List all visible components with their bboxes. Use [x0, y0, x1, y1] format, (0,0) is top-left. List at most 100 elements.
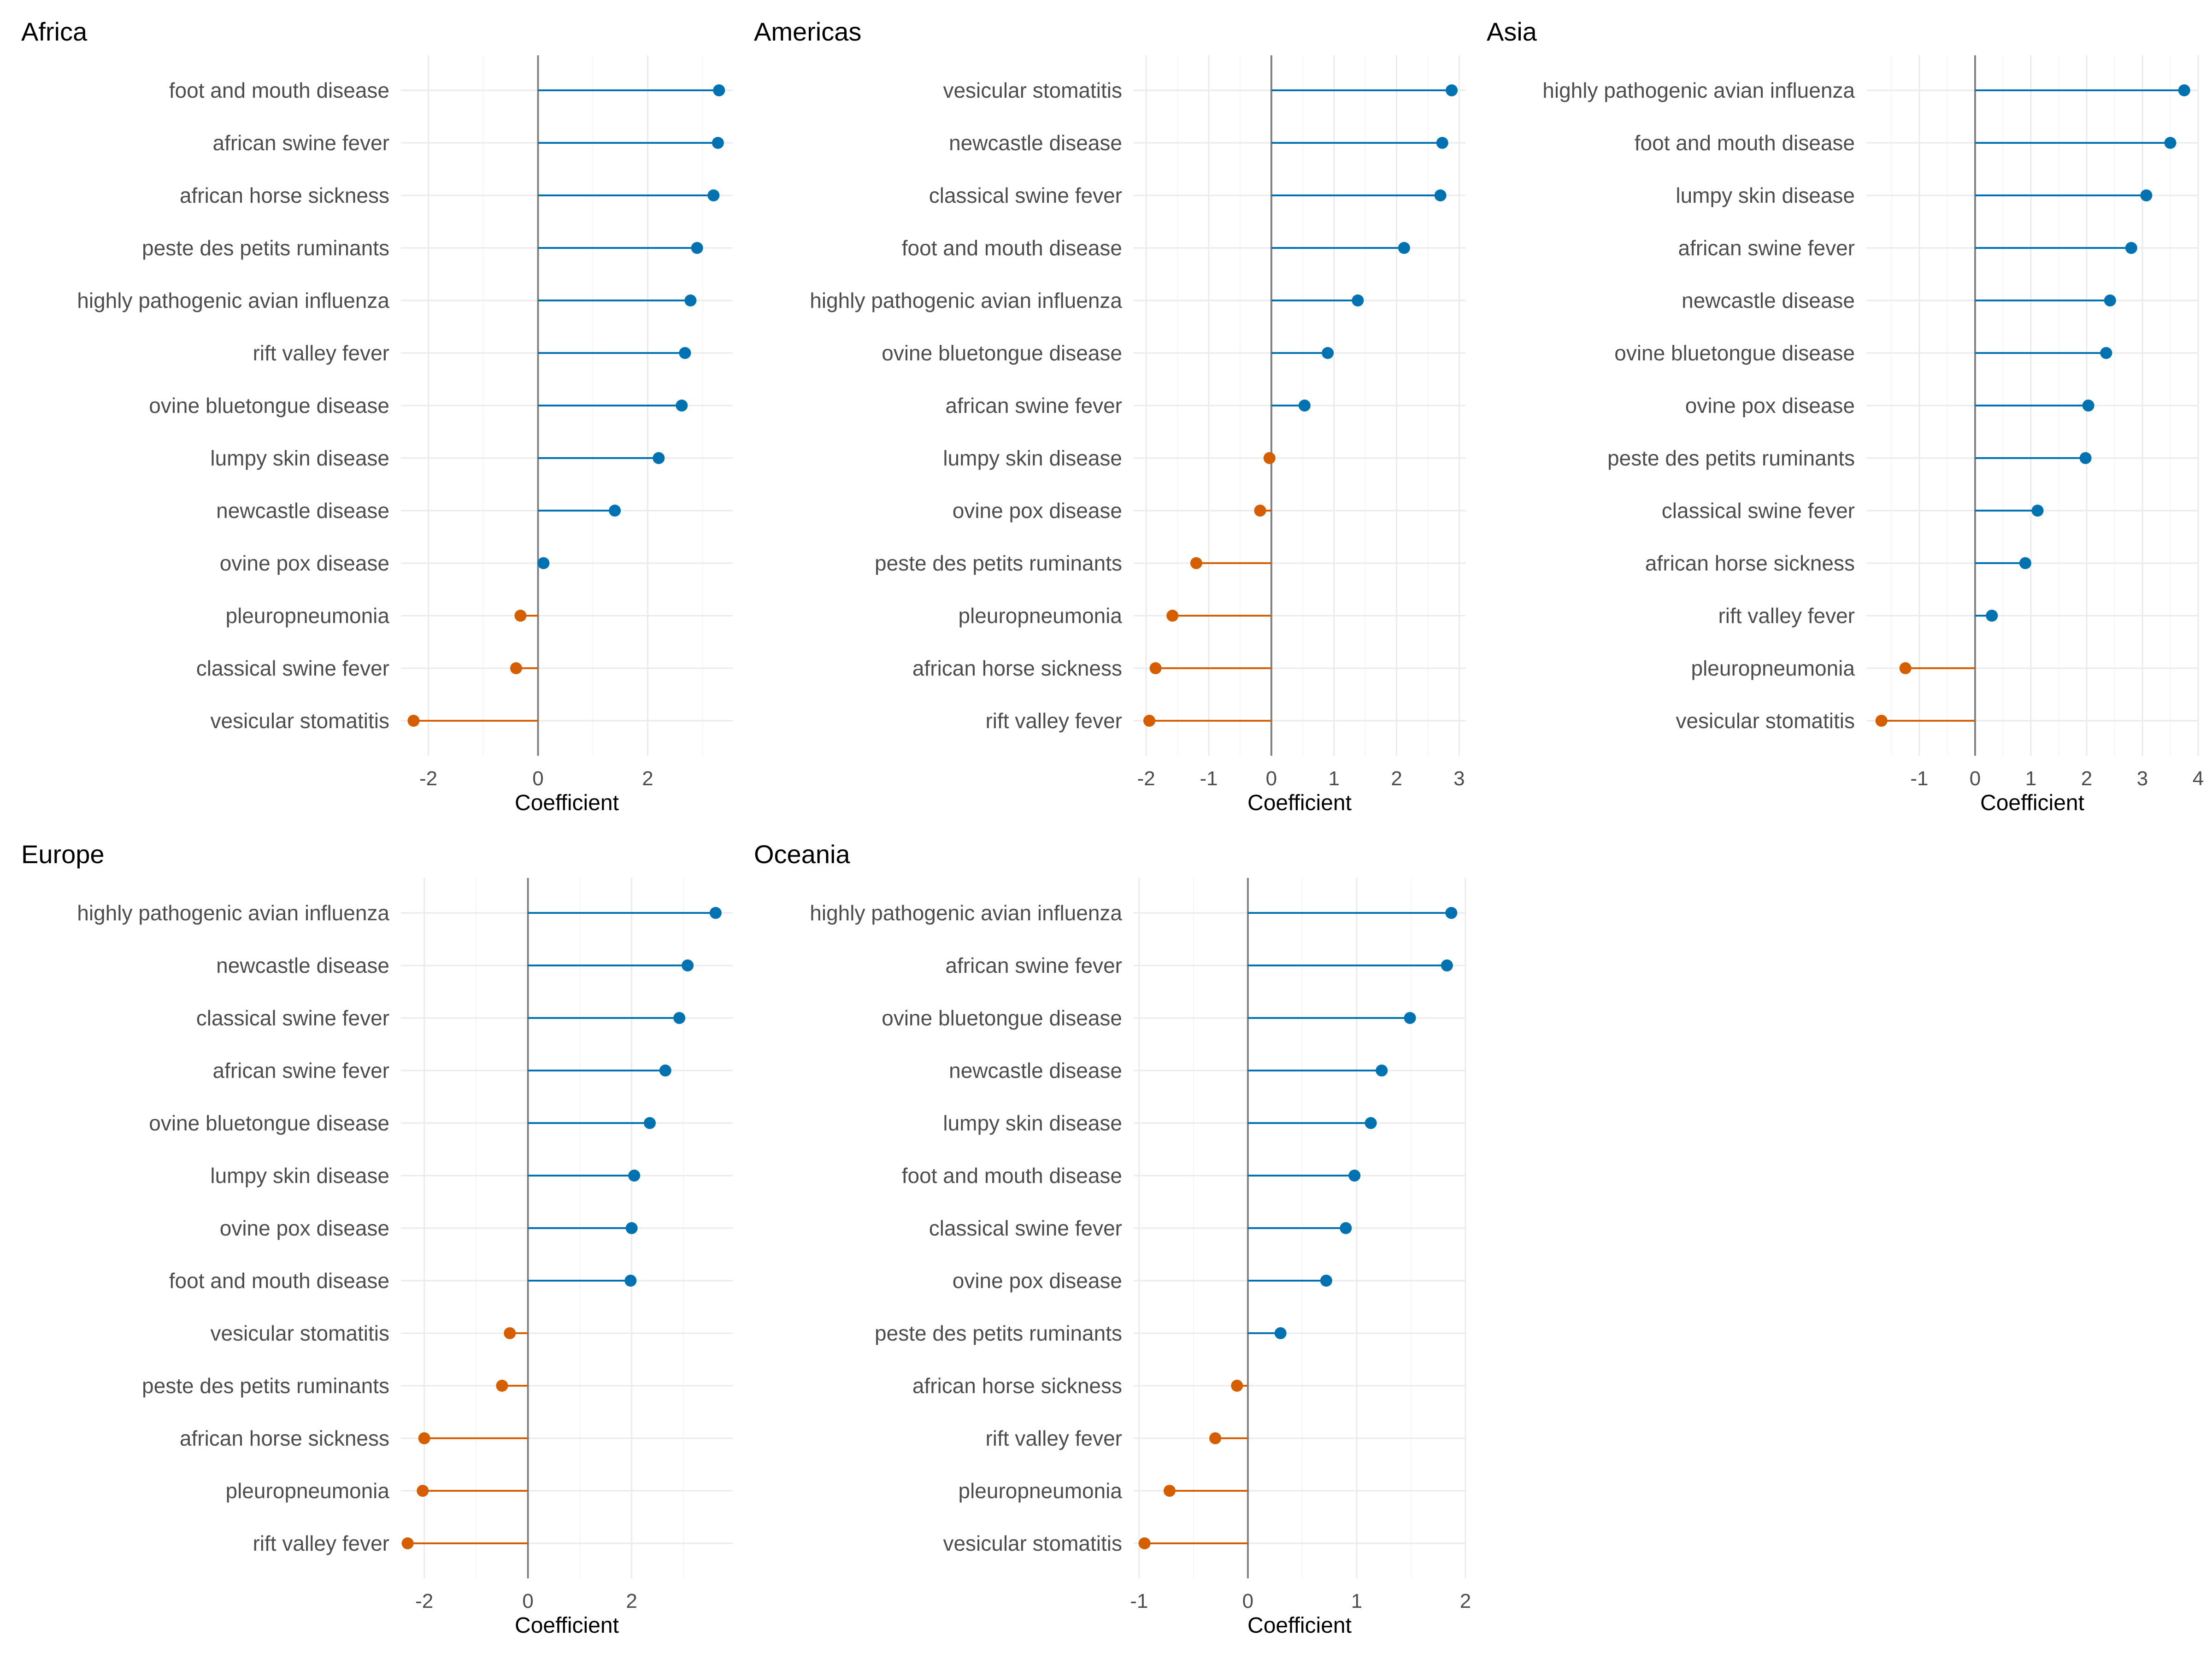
- lollipop-point: [2031, 505, 2044, 517]
- category-label: newcastle disease: [216, 499, 389, 523]
- category-label: ovine bluetongue disease: [1614, 341, 1855, 365]
- category-label: rift valley fever: [985, 709, 1122, 733]
- lollipop-point: [1376, 1065, 1388, 1077]
- lollipop-point: [418, 1432, 430, 1444]
- x-tick-label: 1: [1351, 1590, 1362, 1612]
- category-label: peste des petits ruminants: [1607, 446, 1855, 470]
- lollipop-point: [1322, 347, 1334, 359]
- category-label: newcastle disease: [949, 1059, 1122, 1082]
- category-label: ovine pox disease: [220, 1216, 389, 1240]
- lollipop-point: [1231, 1380, 1243, 1392]
- category-label: african horse sickness: [180, 183, 389, 207]
- lollipop-point: [1143, 715, 1155, 727]
- lollipop-point: [1254, 505, 1266, 517]
- lollipop-point: [1138, 1537, 1151, 1549]
- lollipop-point: [417, 1485, 429, 1497]
- facet-panel: Oceania highly pathogenic avian influenza…: [754, 840, 1471, 1638]
- lollipop-point: [2140, 189, 2153, 201]
- x-tick-label: 0: [1266, 767, 1277, 790]
- category-label: african swine fever: [946, 394, 1123, 418]
- category-label: ovine pox disease: [1685, 394, 1855, 418]
- category-label: pleuropneumonia: [226, 604, 390, 628]
- category-label: highly pathogenic avian influenza: [77, 288, 389, 312]
- x-tick-label: -2: [415, 1590, 433, 1612]
- panel-title: Africa: [21, 17, 88, 46]
- x-tick-label: -1: [1910, 767, 1928, 790]
- x-axis-title: Coefficient: [1980, 791, 2084, 815]
- category-label: african horse sickness: [912, 656, 1122, 680]
- category-label: ovine pox disease: [953, 499, 1122, 523]
- x-tick-label: 3: [1453, 767, 1465, 790]
- lollipop-point: [1986, 610, 1998, 622]
- category-label: pleuropneumonia: [959, 1479, 1123, 1503]
- category-label: foot and mouth disease: [169, 1269, 389, 1293]
- category-label: classical swine fever: [196, 656, 389, 680]
- panel-title: Americas: [754, 17, 861, 46]
- category-label: ovine bluetongue disease: [149, 1111, 389, 1135]
- category-label: ovine bluetongue disease: [149, 394, 389, 418]
- category-label: african swine fever: [946, 953, 1123, 977]
- lollipop-point: [1436, 137, 1448, 149]
- lollipop-point: [673, 1012, 686, 1024]
- lollipop-point: [1365, 1117, 1377, 1129]
- lollipop-point: [1404, 1012, 1416, 1024]
- category-label: lumpy skin disease: [1676, 183, 1855, 207]
- category-label: ovine pox disease: [220, 551, 389, 575]
- lollipop-point: [625, 1222, 638, 1234]
- category-label: peste des petits ruminants: [142, 1374, 389, 1398]
- category-label: highly pathogenic avian influenza: [77, 901, 389, 925]
- category-label: foot and mouth disease: [1635, 131, 1855, 155]
- category-label: lumpy skin disease: [943, 1111, 1122, 1135]
- category-label: pleuropneumonia: [226, 1479, 390, 1503]
- lollipop-point: [1263, 452, 1276, 464]
- x-tick-label: 0: [1242, 1590, 1253, 1612]
- category-label: peste des petits ruminants: [875, 551, 1122, 575]
- lollipop-point: [514, 610, 527, 622]
- lollipop-point: [682, 959, 694, 971]
- x-tick-label: -1: [1130, 1590, 1148, 1612]
- lollipop-point: [644, 1117, 656, 1129]
- category-label: classical swine fever: [929, 1216, 1122, 1240]
- lollipop-point: [609, 505, 621, 517]
- category-label: vesicular stomatitis: [943, 78, 1122, 102]
- lollipop-point: [2125, 242, 2137, 254]
- x-tick-label: 1: [2025, 767, 2036, 790]
- category-label: peste des petits ruminants: [142, 236, 389, 260]
- x-tick-label: -2: [419, 767, 437, 790]
- lollipop-point: [659, 1065, 671, 1077]
- x-tick-label: -2: [1137, 767, 1155, 790]
- category-label: peste des petits ruminants: [875, 1321, 1122, 1345]
- category-label: african swine fever: [213, 131, 390, 155]
- category-label: highly pathogenic avian influenza: [810, 901, 1122, 925]
- category-label: vesicular stomatitis: [1676, 709, 1855, 733]
- category-label: newcastle disease: [1682, 288, 1855, 312]
- category-label: vesicular stomatitis: [210, 1321, 389, 1345]
- category-label: rift valley fever: [985, 1426, 1122, 1450]
- lollipop-point: [537, 557, 550, 569]
- lollipop-point: [1446, 84, 1458, 96]
- x-tick-label: 2: [1460, 1590, 1471, 1612]
- category-label: newcastle disease: [216, 953, 389, 977]
- x-axis-title: Coefficient: [1247, 791, 1352, 815]
- facet-panel: Asia highly pathogenic avian influenza foo…: [1487, 17, 2204, 815]
- category-label: rift valley fever: [253, 1531, 389, 1555]
- lollipop-point: [1441, 959, 1453, 971]
- facet-panel: Europe highly pathogenic avian influenza n…: [21, 840, 733, 1638]
- lollipop-point: [679, 347, 691, 359]
- category-label: lumpy skin disease: [943, 446, 1122, 470]
- category-label: rift valley fever: [253, 341, 389, 365]
- lollipop-point: [1163, 1485, 1176, 1497]
- panel-title: Europe: [21, 840, 105, 869]
- x-tick-label: 0: [1970, 767, 1981, 790]
- lollipop-point: [707, 189, 720, 201]
- category-label: pleuropneumonia: [1691, 656, 1855, 680]
- lollipop-point: [1298, 400, 1311, 412]
- lollipop-point: [1348, 1170, 1361, 1182]
- category-label: ovine pox disease: [953, 1269, 1122, 1293]
- x-axis-title: Coefficient: [1247, 1613, 1352, 1638]
- category-label: newcastle disease: [949, 131, 1122, 155]
- lollipop-point: [691, 242, 703, 254]
- lollipop-point: [510, 662, 522, 674]
- category-label: african swine fever: [213, 1059, 390, 1082]
- facet-panel: Africa foot and mouth disease african swin…: [21, 17, 733, 815]
